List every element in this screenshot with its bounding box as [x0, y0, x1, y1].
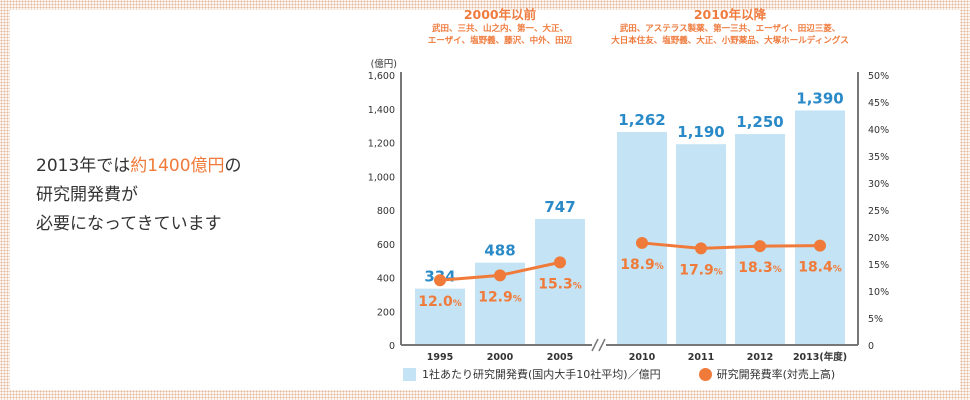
rate-unit: % — [655, 262, 664, 272]
group-members: 大日本住友、塩野義、大正、小野薬品、大塚ホールディングス — [611, 36, 849, 46]
legend-bar-swatch — [403, 367, 416, 381]
lead-line1-end: の — [224, 156, 242, 176]
lead-text: 2013年では約1400億円の 研究開発費が 必要になってきています — [36, 152, 242, 239]
group-members: エーザイ、塩野義、藤沢、中外、田辺 — [427, 36, 573, 46]
rate-unit: % — [833, 265, 842, 275]
x-tick-label: 2011 — [688, 352, 714, 363]
right-tick-label: 10% — [868, 287, 889, 298]
lead-line1: 2013年では — [36, 156, 131, 176]
rate-value-label: 12.9% — [478, 289, 522, 305]
left-tick-label: 1,600 — [368, 71, 395, 82]
left-tick-label: 800 — [377, 206, 395, 217]
rate-point — [494, 269, 506, 282]
rate-unit: % — [573, 281, 582, 291]
group-title: 2000年以前 — [463, 7, 537, 22]
right-tick-label: 40% — [868, 125, 889, 136]
rate-value-label: 18.3% — [738, 260, 782, 276]
left-tick-label: 0 — [389, 341, 395, 352]
bar-value-label: 1,262 — [618, 111, 665, 129]
bar-value-label: 747 — [544, 198, 575, 216]
x-tick-label: 2012 — [747, 352, 773, 363]
bar — [415, 288, 465, 345]
x-tick-label: 1995 — [427, 352, 453, 363]
right-tick-label: 50% — [868, 71, 889, 82]
rate-value-label: 18.4% — [798, 260, 842, 276]
rate-point — [754, 240, 766, 253]
lead-line3: 必要になってきています — [36, 214, 222, 234]
rate-value-label: 17.9% — [679, 262, 723, 278]
rate-point — [814, 239, 826, 252]
rate-unit: % — [453, 299, 462, 309]
left-tick-label: 1,400 — [368, 105, 395, 116]
right-tick-label: 45% — [868, 98, 889, 109]
rate-unit: % — [513, 294, 522, 304]
rate-line — [641, 241, 821, 250]
rate-point — [554, 256, 566, 269]
lead-line2: 研究開発費が — [36, 185, 138, 205]
right-tick-label: 0 — [868, 341, 874, 352]
bar — [735, 134, 785, 345]
rate-unit: % — [773, 265, 782, 275]
group-members: 武田、三共、山之内、第一、大正、 — [431, 24, 568, 34]
left-tick-label: 1,200 — [368, 139, 395, 150]
rate-point — [636, 236, 648, 249]
lead-highlight: 約1400億円 — [130, 156, 225, 176]
axis-break-mark — [598, 338, 606, 352]
group-after-2010: 2010年以降 武田、アステラス製薬、第一三共、エーザイ、田辺三菱、 大日本住友… — [605, 7, 855, 47]
right-tick-label: 20% — [868, 233, 889, 244]
x-tick-label: 2005 — [547, 352, 573, 363]
bar — [535, 218, 585, 345]
left-tick-label: 400 — [377, 274, 395, 285]
bar-value-label: 1,390 — [796, 89, 843, 107]
right-tick-label: 25% — [868, 206, 889, 217]
x-tick-label: 2000 — [487, 352, 514, 363]
bar-value-label: 1,250 — [736, 113, 783, 131]
legend-line-marker — [698, 367, 712, 381]
x-tick-label: 2013(年度) — [793, 351, 847, 363]
bar — [795, 110, 845, 345]
x-tick-label: 2010 — [629, 352, 656, 363]
axis-break-mark — [591, 338, 599, 352]
group-members: 武田、アステラス製薬、第一三共、エーザイ、田辺三菱、 — [619, 24, 841, 34]
rate-value-label: 18.9% — [620, 257, 664, 273]
group-before-2000: 2000年以前 武田、三共、山之内、第一、大正、 エーザイ、塩野義、藤沢、中外、… — [410, 7, 590, 47]
rate-value-label: 15.3% — [538, 276, 582, 292]
legend: 1社あたり研究開発費(国内大手10社平均)／億円 研究開発費率(対売上高) — [403, 366, 835, 382]
left-tick-label: 600 — [377, 240, 395, 251]
left-tick-label: 1,000 — [368, 172, 395, 183]
rate-unit: % — [714, 267, 723, 277]
rate-point — [695, 242, 707, 255]
bar-value-label: 488 — [484, 242, 515, 260]
left-axis-unit: (億円) — [371, 58, 397, 70]
rate-value-label: 12.0% — [418, 294, 462, 310]
right-tick-label: 5% — [868, 314, 883, 325]
right-tick-label: 35% — [868, 152, 889, 163]
left-tick-label: 200 — [377, 307, 395, 318]
bar-value-label: 1,190 — [677, 123, 724, 141]
rate-point — [434, 274, 446, 287]
legend-line-label: 研究開発費率(対売上高) — [716, 368, 836, 381]
right-tick-label: 15% — [868, 260, 889, 271]
group-title: 2010年以降 — [693, 7, 767, 22]
right-tick-label: 30% — [868, 179, 889, 190]
legend-bar-label: 1社あたり研究開発費(国内大手10社平均)／億円 — [422, 368, 661, 381]
